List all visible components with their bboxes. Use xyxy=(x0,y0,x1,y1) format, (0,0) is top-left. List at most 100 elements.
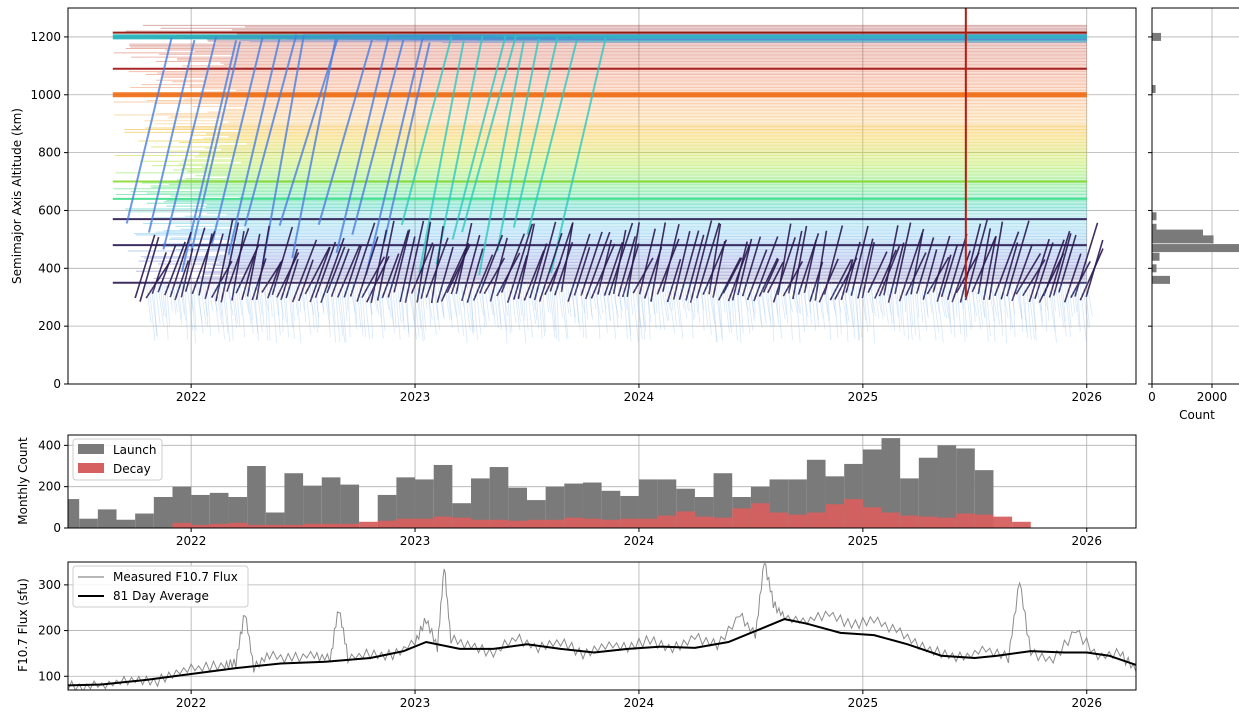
low-raise-trace xyxy=(271,226,294,296)
decay-bar xyxy=(918,516,938,528)
decay-trace xyxy=(737,282,742,343)
low-raise-trace xyxy=(621,243,640,298)
x-tick-label: 2022 xyxy=(176,696,207,709)
decay-trace xyxy=(714,280,721,327)
decay-trace xyxy=(1068,283,1073,317)
low-raise-trace xyxy=(231,230,245,301)
decay-trace xyxy=(781,284,787,315)
decay-trace xyxy=(849,283,856,340)
decay-trace xyxy=(768,283,775,326)
decay-trace xyxy=(260,280,265,326)
low-raise-trace xyxy=(932,235,951,293)
y-tick-label: 1200 xyxy=(30,30,61,44)
decay-trace xyxy=(819,282,826,330)
decay-bar xyxy=(956,513,975,528)
decay-bar xyxy=(1012,521,1031,528)
low-raise-trace xyxy=(772,236,796,303)
decay-trace xyxy=(345,280,349,311)
histogram-panel: 0 2000 Count xyxy=(1148,7,1239,422)
x-tick-label: 2026 xyxy=(1071,696,1102,709)
x-tick-label: 2023 xyxy=(400,390,431,404)
y-tick-label: 400 xyxy=(38,438,61,452)
decay-trace xyxy=(889,283,896,331)
decay-trace xyxy=(602,282,608,333)
launch-bar xyxy=(97,509,117,528)
decay-trace xyxy=(192,280,197,331)
decay-trace xyxy=(206,281,212,336)
decay-trace xyxy=(925,281,929,319)
histogram-x-label: Count xyxy=(1179,408,1215,422)
launch-bar xyxy=(937,445,957,528)
decay-trace xyxy=(927,280,933,314)
decay-bar xyxy=(321,523,341,528)
histogram-bar xyxy=(1152,212,1157,221)
decay-trace xyxy=(1046,284,1050,321)
low-raise-trace xyxy=(489,237,508,302)
decay-bar xyxy=(806,512,826,528)
decay-trace xyxy=(754,280,762,325)
decay-trace xyxy=(293,285,299,316)
decay-trace xyxy=(334,279,341,343)
decay-trace xyxy=(157,281,164,326)
low-raise-trace xyxy=(731,241,748,301)
low-raise-trace xyxy=(517,223,536,300)
decay-trace xyxy=(822,281,829,315)
legend-label-decay: Decay xyxy=(113,462,151,476)
decay-trace xyxy=(145,284,152,324)
decay-bar xyxy=(862,507,882,528)
decay-trace xyxy=(1057,284,1065,329)
decay-trace xyxy=(799,284,806,332)
decay-trace xyxy=(1014,280,1023,319)
decay-trace xyxy=(1025,281,1032,340)
decay-trace xyxy=(676,281,684,340)
decay-trace xyxy=(508,283,513,333)
decay-trace xyxy=(627,281,632,336)
low-raise-trace xyxy=(977,228,992,295)
decay-trace xyxy=(1003,283,1007,344)
low-raise-trace xyxy=(792,225,808,300)
decay-trace xyxy=(837,281,842,335)
decay-trace xyxy=(913,284,921,341)
decay-trace xyxy=(354,282,358,324)
decay-trace xyxy=(770,284,775,342)
histogram-bar xyxy=(1152,32,1161,41)
decay-trace xyxy=(434,284,440,330)
decay-trace xyxy=(954,282,958,318)
decay-trace xyxy=(562,282,569,339)
orbit-raise-trace xyxy=(478,41,525,276)
decay-trace xyxy=(188,280,194,312)
decay-trace xyxy=(947,283,952,334)
decay-trace xyxy=(918,280,924,323)
decay-trace xyxy=(307,283,315,316)
low-raise-trace xyxy=(446,244,471,294)
decay-trace xyxy=(432,280,439,320)
decay-trace xyxy=(412,280,420,337)
low-raise-trace xyxy=(169,231,192,298)
decay-bar xyxy=(881,512,901,528)
decay-trace xyxy=(461,284,468,343)
orbit-raise-trace xyxy=(190,41,242,252)
decay-trace xyxy=(795,284,801,343)
decay-trace xyxy=(531,281,536,311)
f107-y-label: F10.7 Flux (sfu) xyxy=(16,578,30,672)
f107-y-ticks: 100 200 300 xyxy=(38,578,68,683)
decay-trace xyxy=(1077,282,1081,332)
low-raise-trace xyxy=(314,241,337,299)
launch-bar xyxy=(135,513,154,528)
decay-trace xyxy=(501,284,509,316)
orbit-raise-trace xyxy=(512,37,559,228)
decay-trace xyxy=(1079,282,1087,342)
decay-trace xyxy=(810,284,817,331)
decay-trace xyxy=(443,280,451,320)
y-tick-label: 100 xyxy=(38,669,61,683)
decay-trace xyxy=(593,284,602,319)
decay-trace xyxy=(242,280,250,314)
decay-trace xyxy=(658,280,665,330)
decay-bar xyxy=(844,499,863,528)
low-raise-trace xyxy=(246,233,261,297)
decay-trace xyxy=(289,280,295,339)
decay-trace xyxy=(475,281,482,335)
low-raise-trace xyxy=(235,244,260,294)
decay-trace xyxy=(222,283,229,334)
